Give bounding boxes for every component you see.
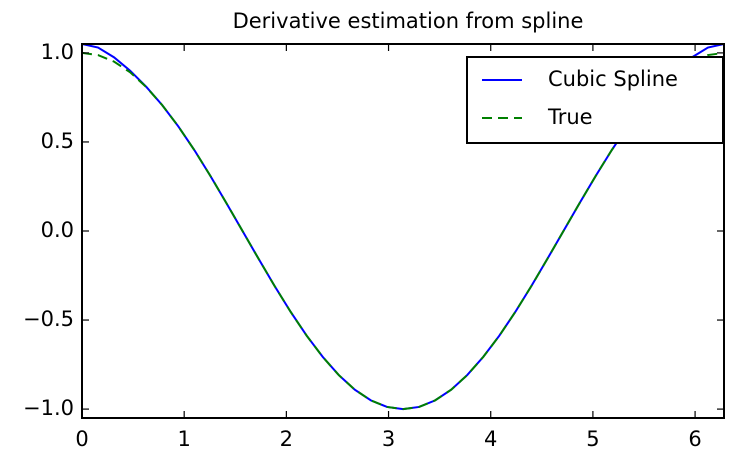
x-tick-label: 5 [586, 427, 599, 451]
legend-label: True [547, 105, 593, 129]
y-tick-label: −1.0 [23, 396, 74, 420]
y-tick-label: 0.5 [41, 129, 74, 153]
x-tick-label: 6 [688, 427, 701, 451]
x-tick-label: 2 [280, 427, 293, 451]
legend-box [466, 56, 724, 144]
x-tick-label: 1 [177, 427, 190, 451]
legend-label: Cubic Spline [548, 67, 678, 91]
x-tick-label: 4 [484, 427, 497, 451]
x-tick-label: 3 [382, 427, 395, 451]
x-tick-label: 0 [75, 427, 88, 451]
chart-title: Derivative estimation from spline [233, 9, 584, 33]
y-tick-label: 0.0 [41, 218, 74, 242]
y-tick-label: 1.0 [41, 40, 74, 64]
y-tick-label: −0.5 [23, 307, 74, 331]
